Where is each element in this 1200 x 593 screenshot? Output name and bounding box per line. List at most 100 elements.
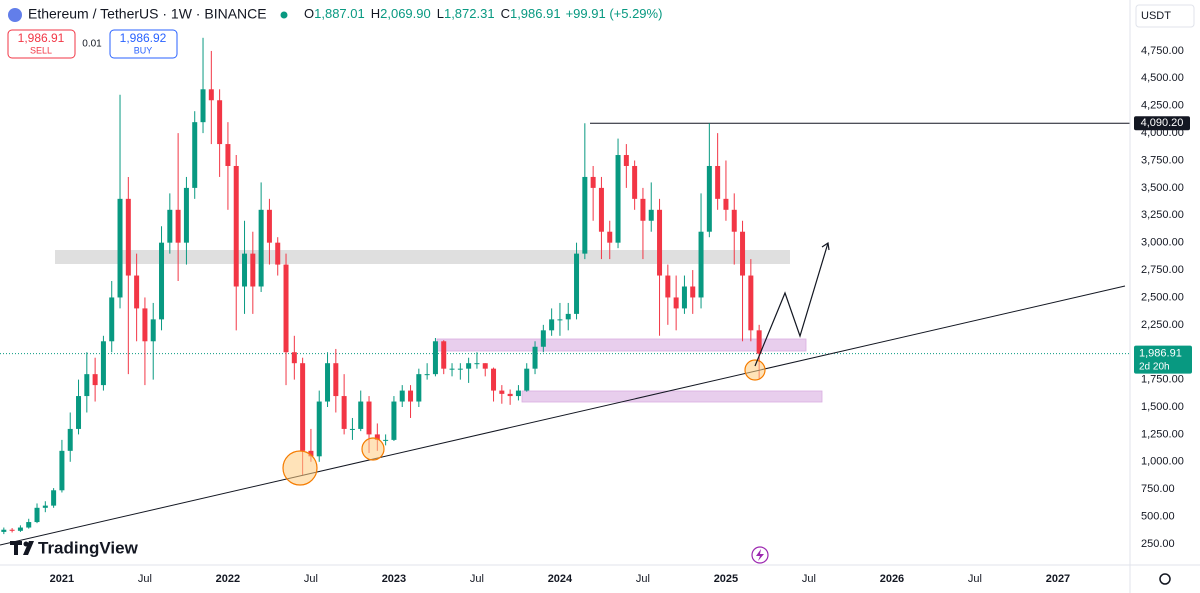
candle-body bbox=[200, 89, 206, 123]
candle-body bbox=[266, 209, 272, 243]
axes: 250.00 500.00 750.00 1,000.00 1,250.00 1,500.… bbox=[50, 45, 1192, 585]
settings-icon[interactable] bbox=[1159, 573, 1171, 585]
candle-body bbox=[341, 396, 347, 429]
candle-body bbox=[640, 198, 646, 221]
candle-body bbox=[698, 231, 704, 298]
candle-body bbox=[457, 368, 463, 370]
last-price-label: 1,986.91 bbox=[1139, 348, 1182, 360]
candle-body bbox=[515, 390, 521, 397]
candle-body bbox=[225, 144, 231, 166]
logo-text: TradingView bbox=[38, 538, 139, 557]
y-tick-label: 1,500.00 bbox=[1141, 401, 1184, 413]
candle-body bbox=[657, 209, 663, 276]
x-tick-label: Jul bbox=[802, 573, 816, 585]
candle-body bbox=[291, 352, 297, 364]
y-tick-label: 3,500.00 bbox=[1141, 182, 1184, 194]
candle-body bbox=[258, 209, 264, 287]
plot-area bbox=[0, 122, 1130, 355]
candle-body bbox=[499, 390, 505, 394]
ohlc-value: 1,887.01 bbox=[314, 6, 365, 21]
status-dot bbox=[280, 11, 288, 19]
candle-body bbox=[715, 165, 721, 199]
candle-body bbox=[92, 374, 98, 386]
candle-body bbox=[540, 330, 546, 347]
candle-body bbox=[76, 396, 82, 429]
candle-body bbox=[233, 165, 239, 287]
symbol-icon bbox=[8, 8, 22, 22]
y-tick-label: 500.00 bbox=[1141, 510, 1175, 522]
sell-label[interactable]: SELL bbox=[30, 45, 52, 55]
highlight-circle bbox=[744, 359, 766, 381]
y-tick-label: 750.00 bbox=[1141, 483, 1175, 495]
projection-arrowhead bbox=[821, 241, 830, 251]
candle-body bbox=[308, 450, 314, 457]
candles bbox=[1, 37, 762, 535]
countdown: 2d 20h bbox=[1139, 361, 1170, 372]
sell-button[interactable] bbox=[7, 29, 76, 59]
candle-body bbox=[740, 231, 746, 276]
y-tick-label: 2,250.00 bbox=[1141, 319, 1184, 331]
candle-body bbox=[723, 198, 729, 210]
x-tick-label: 2021 bbox=[50, 573, 74, 585]
y-tick-label: 4,750.00 bbox=[1141, 45, 1184, 57]
candle-body bbox=[623, 155, 629, 166]
candle-body bbox=[748, 275, 754, 331]
buy-price[interactable]: 1,986.92 bbox=[120, 31, 167, 45]
candle-body bbox=[391, 401, 397, 440]
candle-body bbox=[607, 231, 613, 243]
ohlc-key: C bbox=[501, 6, 510, 21]
last-price-badge bbox=[1134, 345, 1192, 374]
currency[interactable]: USDT bbox=[1141, 10, 1171, 22]
candle-body bbox=[26, 522, 32, 528]
candle-body bbox=[109, 297, 115, 342]
symbol-title: Ethereum / TetherUS · 1W · BINANCE bbox=[28, 6, 267, 22]
candle-body bbox=[756, 330, 762, 354]
candle-body bbox=[383, 439, 389, 441]
candle-body bbox=[524, 368, 530, 391]
candle-body bbox=[134, 275, 140, 309]
ohlc: O1,887.01 H2,069.90 L1,872.31 C1,986.91 +99.… bbox=[304, 6, 662, 21]
y-tick-label: 1,750.00 bbox=[1141, 374, 1184, 386]
buy-label[interactable]: BUY bbox=[134, 45, 153, 55]
candle-body bbox=[648, 209, 654, 221]
candle-body bbox=[491, 368, 497, 391]
ohlc-value: 1,872.31 bbox=[444, 6, 495, 21]
x-tick-label: 2024 bbox=[548, 573, 573, 585]
x-tick-label: Jul bbox=[968, 573, 982, 585]
x-tick-label: Jul bbox=[138, 573, 152, 585]
event-bolt bbox=[756, 549, 764, 561]
currency-button[interactable] bbox=[1135, 4, 1195, 28]
spread: 0.01 bbox=[82, 39, 102, 50]
highlight-circle bbox=[282, 450, 318, 486]
candle-body bbox=[706, 165, 712, 232]
candle-body bbox=[731, 209, 737, 232]
candle-body bbox=[582, 176, 588, 254]
x-tick-label: 2022 bbox=[216, 573, 240, 585]
sell-price[interactable]: 1,986.91 bbox=[18, 31, 65, 45]
candle-body bbox=[34, 507, 40, 523]
candle-body bbox=[217, 100, 223, 145]
projection-path bbox=[754, 242, 829, 367]
candle-body bbox=[67, 428, 73, 451]
candle-body bbox=[590, 176, 596, 188]
candle-body bbox=[565, 313, 571, 320]
ohlc-key: L bbox=[437, 6, 444, 21]
x-tick-label: Jul bbox=[470, 573, 484, 585]
price-line-label: 4,090.20 bbox=[1141, 117, 1184, 129]
candle-body bbox=[449, 368, 455, 370]
candle-body bbox=[300, 363, 306, 451]
y-tick-label: 3,250.00 bbox=[1141, 209, 1184, 221]
candle-body bbox=[574, 253, 580, 314]
y-tick-label: 4,500.00 bbox=[1141, 72, 1184, 84]
candle-body bbox=[598, 187, 604, 232]
candle-body bbox=[283, 264, 289, 353]
candle-body bbox=[250, 253, 256, 287]
ohlc-value: 1,986.91 bbox=[510, 6, 561, 21]
buy-button[interactable] bbox=[109, 29, 178, 59]
candle-body bbox=[632, 165, 638, 199]
candle-body bbox=[242, 253, 248, 287]
candle-body bbox=[615, 155, 621, 243]
candle-body bbox=[316, 401, 322, 457]
y-tick-label: 3,750.00 bbox=[1141, 154, 1184, 166]
